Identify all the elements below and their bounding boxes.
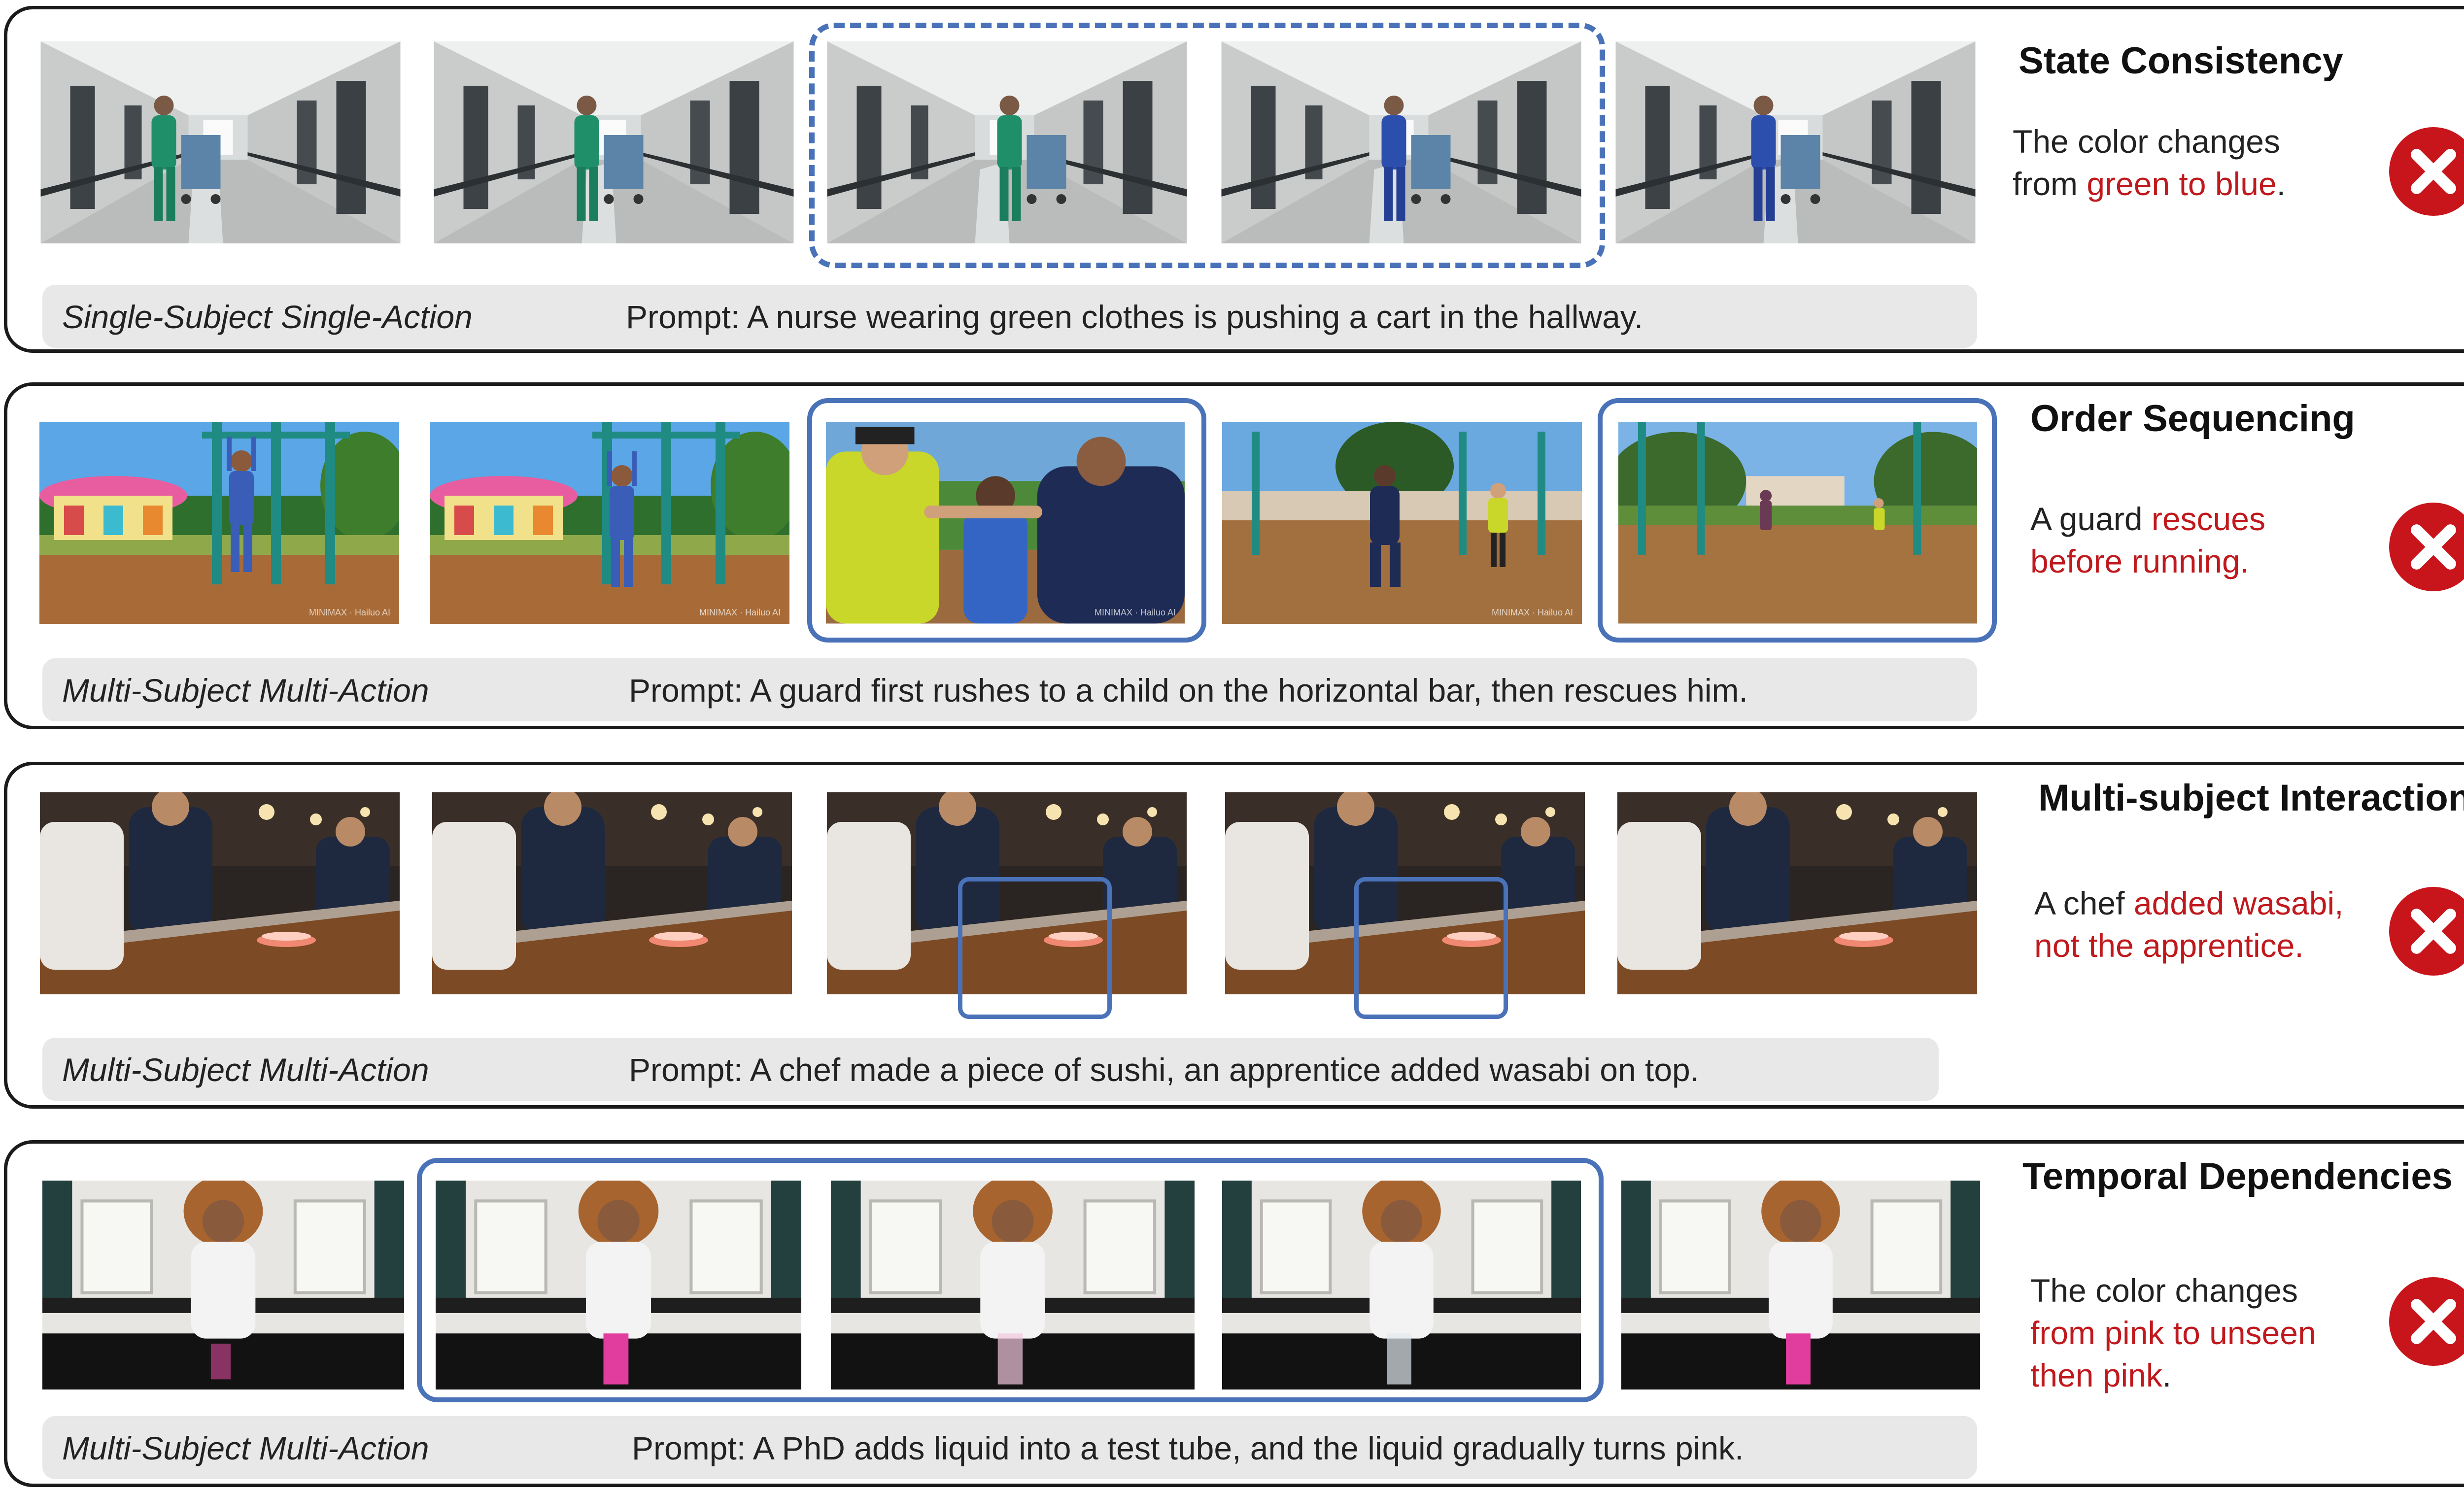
- category-label: Multi-Subject Multi-Action: [62, 1430, 429, 1466]
- video-frame-1: [39, 41, 402, 243]
- category-label: Multi-Subject Multi-Action: [62, 1051, 429, 1088]
- video-frame-5: [1621, 1181, 1980, 1389]
- panel-title: Multi-subject Interaction: [2038, 777, 2464, 819]
- video-frame-4: [1222, 1181, 1581, 1389]
- video-frame-2: MINIMAX · Hailuo AI: [430, 422, 789, 624]
- category-label: Single-Subject Single-Action: [62, 299, 473, 335]
- selection-box: [417, 1158, 1604, 1402]
- prompt-text: Prompt: A PhD adds liquid into a test tu…: [632, 1430, 1744, 1466]
- x-circle-icon: [2389, 503, 2464, 591]
- video-frame-5: [1614, 41, 1977, 243]
- highlight-box: [1598, 398, 1997, 643]
- video-frame-3: MINIMAX · Hailuo AI: [826, 422, 1185, 624]
- video-frame-1: [42, 1181, 404, 1389]
- video-frame-3: [831, 1181, 1195, 1389]
- highlight-box: [1354, 877, 1508, 1019]
- x-circle-icon: [2389, 1277, 2464, 1366]
- panel-title: Temporal Dependencies: [2022, 1155, 2453, 1197]
- caption-bar: Multi-Subject Multi-Action Prompt: A PhD…: [42, 1416, 1977, 1479]
- caption-bar: Multi-Subject Multi-Action Prompt: A che…: [42, 1038, 1939, 1101]
- panel-title: State Consistency: [2019, 40, 2343, 82]
- x-circle-icon: [2389, 887, 2464, 976]
- highlight-box: [958, 877, 1112, 1019]
- failure-note: A chef added wasabi, not the apprentice.: [2034, 885, 2344, 964]
- prompt-text: Prompt: A nurse wearing green clothes is…: [626, 299, 1643, 335]
- prompt-text: Prompt: A chef made a piece of sushi, an…: [629, 1051, 1700, 1088]
- video-frame-2: [436, 1181, 801, 1389]
- video-frame-1: MINIMAX · Hailuo AI: [39, 422, 399, 624]
- highlight-box: [807, 398, 1206, 643]
- video-frame-2: [430, 792, 794, 994]
- video-frame-4: MINIMAX · Hailuo AI: [1222, 422, 1582, 624]
- selection-box: [809, 23, 1605, 268]
- failure-note: A guard rescues before running.: [2030, 501, 2265, 579]
- prompt-text: Prompt: A guard first rushes to a child …: [629, 672, 1748, 709]
- category-label: Multi-Subject Multi-Action: [62, 672, 429, 709]
- video-frame-1: [39, 792, 400, 994]
- caption-bar: Single-Subject Single-Action Prompt: A n…: [42, 285, 1977, 348]
- panel-title: Order Sequencing: [2030, 398, 2355, 440]
- x-circle-icon: [2389, 127, 2464, 216]
- failure-note: The color changes from green to blue.: [2013, 123, 2286, 202]
- failure-note: The color changes from pink to unseen th…: [2030, 1272, 2316, 1393]
- caption-bar: Multi-Subject Multi-Action Prompt: A gua…: [42, 658, 1977, 721]
- video-frame-2: [433, 41, 795, 243]
- video-frame-5: [1614, 792, 1980, 994]
